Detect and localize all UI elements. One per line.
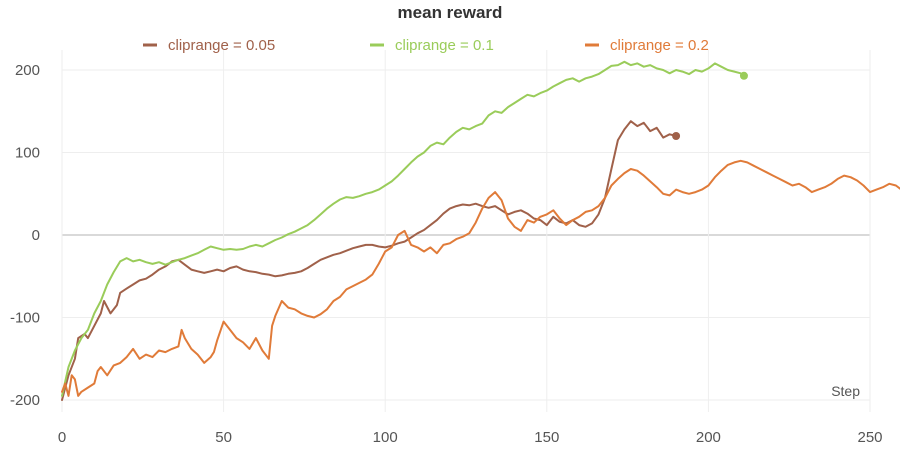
y-tick-label: 100 [15,145,40,162]
legend-item-2[interactable]: cliprange = 0.2 [585,37,709,54]
x-tick-label: 0 [58,429,66,446]
y-tick-label: -100 [10,310,40,327]
y-tick-label: -200 [10,392,40,409]
y-tick-label: 200 [15,62,40,79]
legend-item-1[interactable]: cliprange = 0.1 [370,37,494,54]
x-tick-label: 250 [857,429,882,446]
series-line-1 [61,60,745,397]
series-end-marker-1 [739,71,748,80]
x-tick-label: 200 [696,429,721,446]
series-line-2 [61,159,900,397]
y-tick-label: 0 [32,227,40,244]
series-end-marker-0 [672,132,681,140]
x-tick-label: 50 [215,429,232,446]
legend-label: cliprange = 0.2 [610,37,709,54]
legend[interactable]: cliprange = 0.05 cliprange = 0.1 cliprange… [143,37,709,54]
chart-title: mean reward [398,3,503,22]
legend-item-0[interactable]: cliprange = 0.05 [143,37,275,54]
x-axis-label: Step [831,383,860,399]
x-tick-label: 100 [373,429,398,446]
x-tick-label: 150 [534,429,559,446]
series-lines [61,60,900,401]
legend-label: cliprange = 0.1 [395,37,494,54]
series-line-0 [61,120,678,401]
axis-ticks: -200 -100 0 100 200 0 50 100 150 200 250 [10,62,883,446]
grid [61,50,871,412]
legend-label: cliprange = 0.05 [168,37,275,54]
